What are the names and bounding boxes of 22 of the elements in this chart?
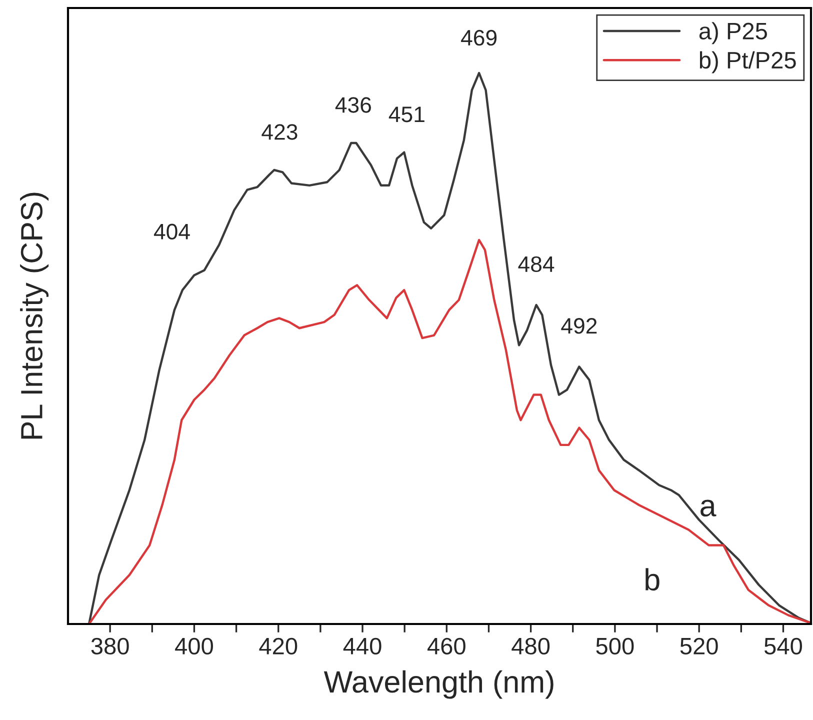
x-tick-label: 520 [680, 638, 718, 655]
legend-label: b) Pt/P25 [700, 51, 796, 74]
annotation: 451 [388, 106, 424, 122]
annotation: a [700, 500, 716, 517]
x-tick-label: 420 [259, 638, 298, 655]
x-axis-title: Wavelength (nm) [324, 670, 554, 699]
x-tick-label: 400 [175, 638, 213, 655]
y-axis-title: PL Intensity (CPS) [20, 192, 49, 439]
annotation: 492 [561, 318, 597, 334]
x-tick-label: 540 [764, 638, 802, 655]
annotation: 404 [154, 224, 190, 240]
x-tick-label: 440 [343, 638, 382, 655]
annotation: b [646, 568, 660, 591]
annotation: 484 [518, 256, 554, 272]
legend-label: a) P25 [699, 22, 767, 44]
annotation: 436 [335, 97, 371, 113]
annotation: 423 [262, 124, 298, 140]
x-tick-label: 380 [91, 638, 129, 655]
annotation: 469 [461, 30, 497, 46]
x-tick-label: 500 [596, 638, 634, 655]
x-tick-label: 460 [428, 638, 466, 655]
x-tick-label: 480 [512, 638, 550, 655]
